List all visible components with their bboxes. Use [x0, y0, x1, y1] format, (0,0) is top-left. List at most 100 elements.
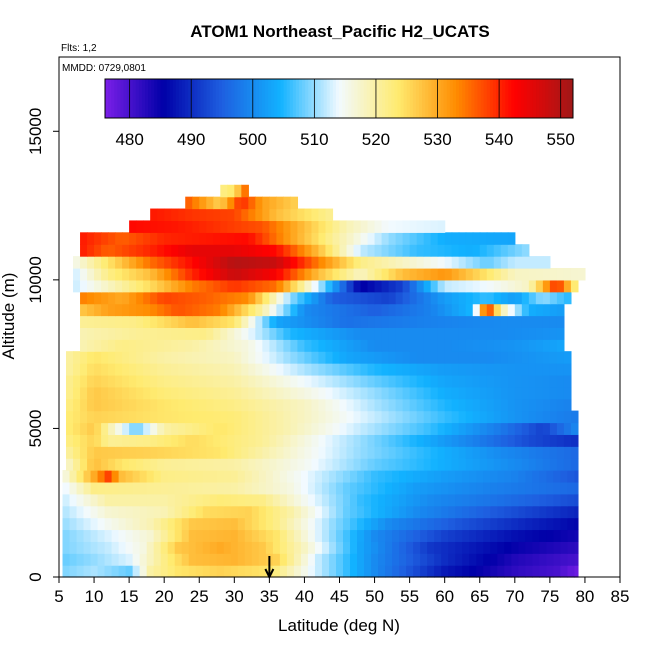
heat-cell: [251, 481, 260, 495]
heat-cell: [185, 327, 193, 340]
heat-cell: [371, 470, 379, 483]
heat-cell: [465, 339, 474, 352]
heat-cell: [360, 303, 369, 317]
heat-cell: [171, 351, 179, 364]
heat-cell: [479, 374, 488, 388]
heat-cell: [402, 327, 411, 340]
colorbar-segment: [474, 79, 479, 118]
heat-cell: [230, 481, 239, 495]
heat-cell: [262, 220, 270, 233]
heat-cell: [87, 434, 95, 447]
heat-cell: [213, 232, 221, 245]
heat-cell: [255, 386, 263, 400]
heat-cell: [381, 256, 390, 269]
heat-cell: [311, 220, 320, 233]
heat-cell: [437, 351, 446, 364]
heat-cell: [357, 541, 365, 554]
heat-cell: [318, 327, 327, 340]
heat-cell: [357, 493, 365, 507]
heat-cell: [104, 493, 113, 507]
heat-cell: [497, 541, 505, 554]
heat-cell: [213, 351, 221, 364]
colorbar-segment: [440, 79, 445, 118]
heat-cell: [227, 446, 235, 459]
heat-cell: [448, 470, 456, 483]
heat-cell: [353, 410, 362, 424]
heat-cell: [521, 363, 530, 376]
heat-cell: [483, 553, 491, 566]
heat-cell: [357, 505, 365, 519]
heat-cell: [132, 553, 141, 566]
heat-cell: [185, 279, 193, 293]
heat-cell: [416, 327, 425, 340]
heat-cell: [101, 291, 109, 305]
heat-cell: [413, 541, 421, 554]
heat-cell: [325, 410, 334, 424]
heat-cell: [514, 279, 523, 293]
heat-cell: [181, 481, 190, 495]
heat-cell: [150, 339, 158, 352]
heat-cell: [388, 339, 397, 352]
heat-cell: [94, 291, 102, 305]
heat-cell: [493, 315, 502, 328]
heat-cell: [143, 398, 151, 412]
heat-cell: [160, 529, 169, 542]
heat-cell: [87, 291, 95, 305]
colorbar-segment: [335, 79, 340, 118]
heat-cell: [255, 339, 263, 352]
heat-cell: [90, 517, 99, 531]
heat-cell: [213, 315, 221, 328]
heat-cell: [111, 481, 120, 495]
heat-cell: [311, 410, 320, 424]
heat-cell: [307, 541, 316, 554]
heat-cell: [87, 232, 95, 245]
heat-cell: [244, 529, 253, 542]
colorbar-segment: [141, 79, 146, 118]
heat-cell: [493, 458, 502, 471]
heat-cell: [279, 470, 288, 483]
heat-cell: [213, 244, 221, 257]
heat-cell: [251, 493, 260, 507]
heat-cell: [549, 303, 558, 317]
colorbar-segment: [462, 79, 466, 118]
heat-cell: [195, 529, 204, 542]
heat-cell: [132, 529, 141, 542]
heat-cell: [479, 327, 488, 340]
heat-cell: [139, 470, 148, 483]
heat-cell: [346, 267, 355, 281]
colorbar-segment: [357, 79, 362, 118]
heat-cell: [290, 232, 299, 245]
heat-cell: [318, 422, 327, 435]
heat-cell: [490, 553, 498, 566]
heat-cell: [500, 339, 509, 352]
heat-cell: [511, 481, 519, 495]
heat-cell: [213, 208, 221, 222]
heat-cell: [304, 232, 313, 245]
heat-cell: [80, 410, 88, 424]
heat-cell: [122, 363, 130, 376]
heat-cell: [136, 386, 144, 400]
heat-cell: [321, 481, 330, 495]
heat-cell: [192, 327, 200, 340]
heat-cell: [192, 339, 200, 352]
colorbar-segment: [412, 79, 417, 118]
heat-cell: [395, 220, 404, 233]
heat-cell: [192, 291, 200, 305]
heat-cell: [276, 434, 284, 447]
heat-cell: [297, 244, 306, 257]
heat-cell: [567, 541, 576, 554]
heat-cell: [364, 517, 372, 531]
heat-cell: [402, 291, 411, 305]
heat-cell: [192, 303, 200, 317]
heat-cell: [318, 386, 327, 400]
heat-cell: [493, 279, 502, 293]
heat-cell: [307, 481, 316, 495]
heat-cell: [192, 386, 200, 400]
colorbar-segment: [138, 79, 143, 118]
heat-cell: [244, 553, 253, 566]
heat-cell: [255, 458, 263, 471]
heat-cell: [206, 374, 214, 388]
heat-cell: [167, 541, 176, 554]
heat-cell: [469, 481, 477, 495]
